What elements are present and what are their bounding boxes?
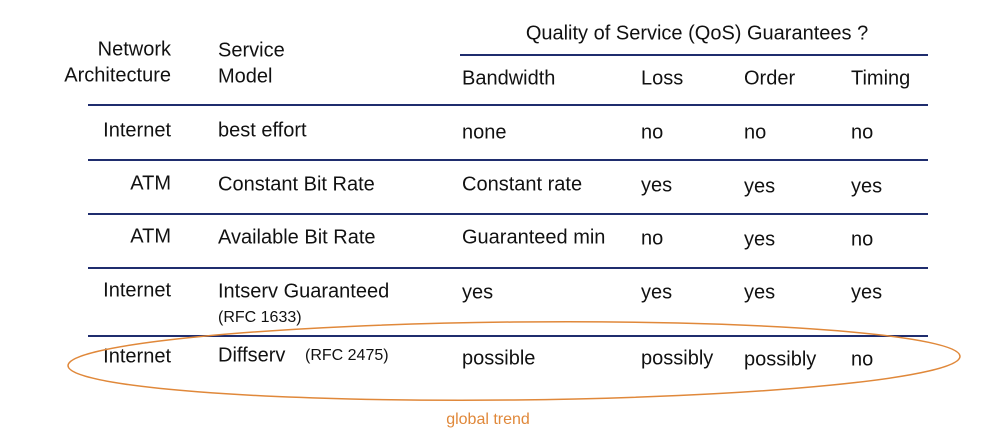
cell: yes [641, 174, 672, 196]
annotation: global trend [446, 411, 530, 428]
cell: none [462, 121, 507, 143]
cell: possible [462, 347, 535, 369]
column-header: Timing [851, 67, 910, 89]
cell: yes [851, 175, 882, 197]
cell: ATM [130, 172, 171, 194]
cell: Internet [103, 345, 171, 367]
cell: Internet [103, 279, 171, 301]
cell: ATM [130, 225, 171, 247]
column-header: Service [218, 39, 285, 61]
cell: yes [744, 228, 775, 250]
cell: yes [744, 175, 775, 197]
cell: no [744, 121, 766, 143]
cell: yes [744, 281, 775, 303]
cell: possibly [744, 348, 816, 370]
cell: possibly [641, 347, 713, 369]
cell: Constant Bit Rate [218, 173, 375, 195]
cell: Constant rate [462, 173, 582, 195]
column-header: Order [744, 67, 795, 89]
group-header: Quality of Service (QoS) Guarantees ? [526, 22, 868, 44]
cell-note: (RFC 2475) [305, 347, 389, 364]
cell: Available Bit Rate [218, 226, 376, 248]
highlight-ellipse [67, 320, 961, 402]
cell: yes [462, 281, 493, 303]
cell: yes [851, 281, 882, 303]
cell: best effort [218, 119, 307, 141]
column-header: Model [218, 65, 272, 87]
cell: no [851, 228, 873, 250]
cell: yes [641, 281, 672, 303]
cell: no [851, 348, 873, 370]
cell: no [641, 121, 663, 143]
cell-note: (RFC 1633) [218, 309, 302, 326]
cell: Guaranteed min [462, 226, 605, 248]
column-header: Bandwidth [462, 67, 555, 89]
column-header: Architecture [64, 64, 171, 86]
cell: no [851, 121, 873, 143]
cell: no [641, 227, 663, 249]
column-header: Network [98, 38, 172, 60]
cell: Intserv Guaranteed [218, 280, 389, 302]
cell: Internet [103, 119, 171, 141]
cell: Diffserv [218, 344, 285, 366]
column-header: Loss [641, 67, 683, 89]
